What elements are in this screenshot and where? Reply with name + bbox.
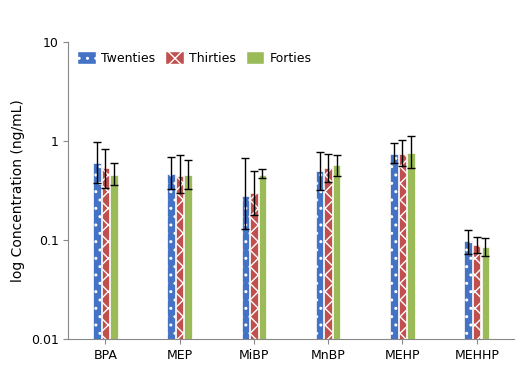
- Bar: [242, 196, 249, 373]
- Bar: [465, 241, 472, 373]
- Bar: [399, 154, 406, 373]
- Bar: [390, 154, 397, 373]
- Bar: [333, 165, 341, 373]
- Bar: [93, 163, 101, 373]
- Bar: [167, 174, 175, 373]
- Bar: [259, 175, 266, 373]
- Bar: [102, 168, 109, 373]
- Y-axis label: log Concentration (ng/mL): log Concentration (ng/mL): [11, 99, 25, 282]
- Bar: [110, 175, 118, 373]
- Bar: [250, 193, 258, 373]
- Bar: [481, 247, 489, 373]
- Bar: [324, 169, 332, 373]
- Bar: [473, 245, 480, 373]
- Bar: [184, 175, 192, 373]
- Bar: [407, 153, 415, 373]
- Legend: Twenties, Thirties, Forties: Twenties, Thirties, Forties: [75, 48, 314, 67]
- Bar: [176, 176, 183, 373]
- Bar: [316, 171, 323, 373]
